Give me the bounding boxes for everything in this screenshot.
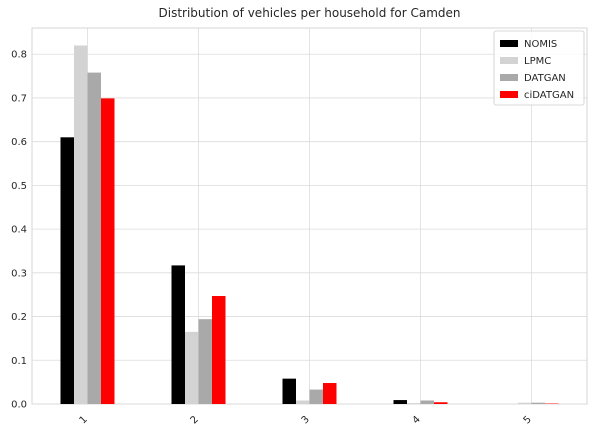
bar-cidatgan-4 <box>434 402 448 404</box>
bar-nomis-4 <box>393 400 407 404</box>
bar-lpmc-3 <box>296 400 310 404</box>
x-tick-label: 1 <box>78 414 90 426</box>
legend-label: DATGAN <box>524 73 566 84</box>
x-tick-label: 4 <box>411 414 423 426</box>
legend-swatch <box>500 91 518 98</box>
y-tick-label: 0.7 <box>11 93 27 104</box>
legend: NOMIS LPMC DATGAN ciDATGAN <box>493 30 585 106</box>
bar-datgan-3 <box>309 389 323 404</box>
legend-swatch <box>500 57 518 64</box>
y-axis-ticks: 0.0 0.1 0.2 0.3 0.4 0.5 0.6 0.7 0.8 <box>11 50 27 411</box>
y-tick-label: 0.5 <box>11 181 27 192</box>
bars <box>60 45 559 405</box>
bar-nomis-1 <box>60 137 74 405</box>
bar-lpmc-4 <box>407 403 421 404</box>
y-tick-label: 0.3 <box>11 268 27 279</box>
y-tick-label: 0.6 <box>11 137 27 148</box>
bar-datgan-4 <box>420 400 434 404</box>
y-tick-label: 0.4 <box>11 225 27 236</box>
legend-label: LPMC <box>524 56 551 67</box>
bar-lpmc-5 <box>518 402 532 404</box>
y-tick-label: 0.8 <box>11 50 27 61</box>
bar-cidatgan-2 <box>212 296 226 404</box>
bar-nomis-3 <box>282 378 296 404</box>
legend-swatch <box>500 74 518 81</box>
x-tick-label: 2 <box>189 414 201 426</box>
y-tick-label: 0.1 <box>11 356 27 367</box>
chart-title: Distribution of vehicles per household f… <box>159 6 461 20</box>
x-tick-label: 5 <box>522 414 534 426</box>
legend-label: ciDATGAN <box>524 90 574 101</box>
legend-swatch <box>500 40 518 47</box>
bar-lpmc-2 <box>185 331 199 404</box>
bar-datgan-5 <box>531 402 545 404</box>
bar-lpmc-1 <box>74 45 88 404</box>
y-tick-label: 0.0 <box>11 400 27 411</box>
legend-box <box>493 30 585 106</box>
bar-cidatgan-3 <box>323 383 337 404</box>
bar-nomis-2 <box>171 265 185 404</box>
x-axis-ticks: 1 2 3 4 5 <box>78 414 534 426</box>
x-tick-label: 3 <box>300 414 312 426</box>
legend-label: NOMIS <box>524 39 557 50</box>
y-tick-label: 0.2 <box>11 312 27 323</box>
bar-datgan-1 <box>87 72 101 405</box>
bar-datgan-2 <box>198 319 212 404</box>
bar-cidatgan-1 <box>101 98 115 405</box>
